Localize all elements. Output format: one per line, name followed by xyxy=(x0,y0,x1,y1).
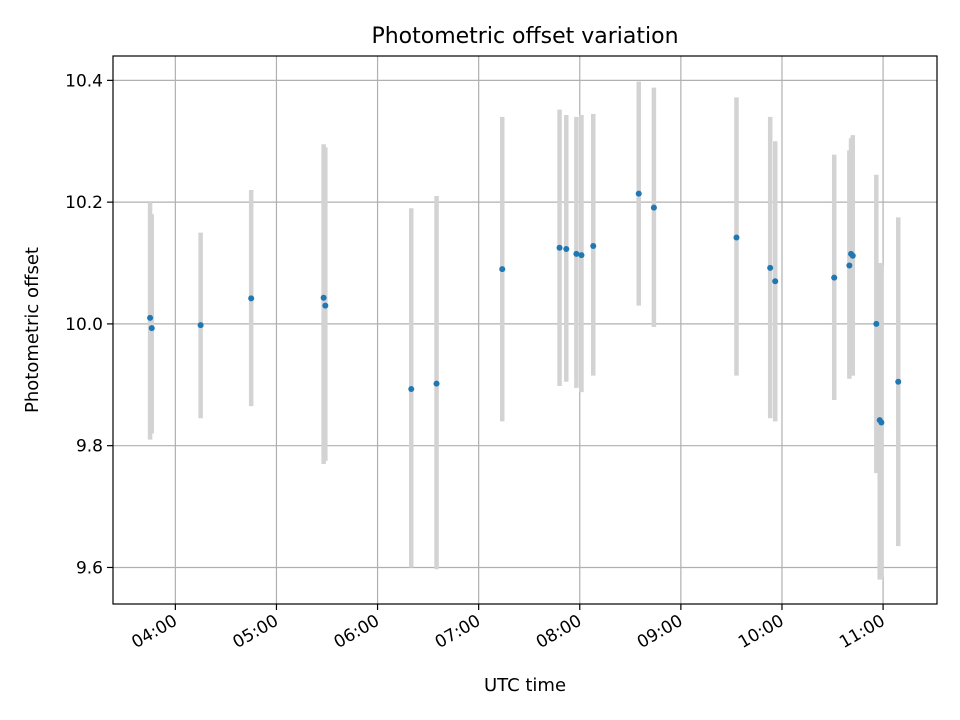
x-tick-label: 09:00 xyxy=(634,611,686,653)
data-point xyxy=(563,246,570,253)
grid-lines xyxy=(113,56,937,604)
y-tick-label: 10.4 xyxy=(65,71,103,91)
data-point xyxy=(320,294,327,301)
data-point xyxy=(767,264,774,271)
y-axis-ticks: 9.6 9.8 10.0 10.2 10.4 xyxy=(65,71,113,578)
x-tick-label: 06:00 xyxy=(331,611,383,653)
data-point xyxy=(831,274,838,281)
data-point xyxy=(849,252,856,259)
data-point xyxy=(248,295,255,302)
data-point xyxy=(733,234,740,241)
x-tick-label: 07:00 xyxy=(432,611,484,653)
x-tick-label: 05:00 xyxy=(230,611,282,653)
x-tick-label: 08:00 xyxy=(533,611,585,653)
y-tick-label: 10.0 xyxy=(65,315,103,335)
data-points xyxy=(147,190,902,426)
data-point xyxy=(578,252,585,259)
x-tick-label: 11:00 xyxy=(836,611,888,653)
chart-title: Photometric offset variation xyxy=(371,24,678,49)
plot-area-frame xyxy=(112,55,938,605)
data-point xyxy=(590,242,597,249)
data-point xyxy=(556,244,563,251)
y-tick-label: 9.6 xyxy=(76,558,103,578)
data-point xyxy=(147,314,154,321)
data-point xyxy=(895,378,902,385)
y-tick-label: 10.2 xyxy=(65,193,103,213)
data-point xyxy=(846,262,853,269)
data-point xyxy=(499,266,506,273)
data-point xyxy=(635,190,642,197)
data-point xyxy=(433,380,440,387)
data-point xyxy=(878,419,885,426)
data-point xyxy=(322,302,329,309)
y-tick-label: 9.8 xyxy=(76,437,103,457)
y-axis-label: Photometric offset xyxy=(22,247,43,413)
data-point xyxy=(197,322,204,329)
data-point xyxy=(650,204,657,211)
data-point xyxy=(573,250,580,257)
x-tick-label: 10:00 xyxy=(735,611,787,653)
x-tick-label: 04:00 xyxy=(128,611,180,653)
x-axis-label: UTC time xyxy=(484,675,566,696)
error-bars xyxy=(147,81,901,580)
data-point xyxy=(148,325,155,332)
data-point xyxy=(873,320,880,327)
data-point xyxy=(772,278,779,285)
x-axis-ticks: 04:00 05:00 06:00 07:00 08:00 09:00 10:00 11:00 xyxy=(128,604,889,653)
data-point xyxy=(408,386,415,393)
